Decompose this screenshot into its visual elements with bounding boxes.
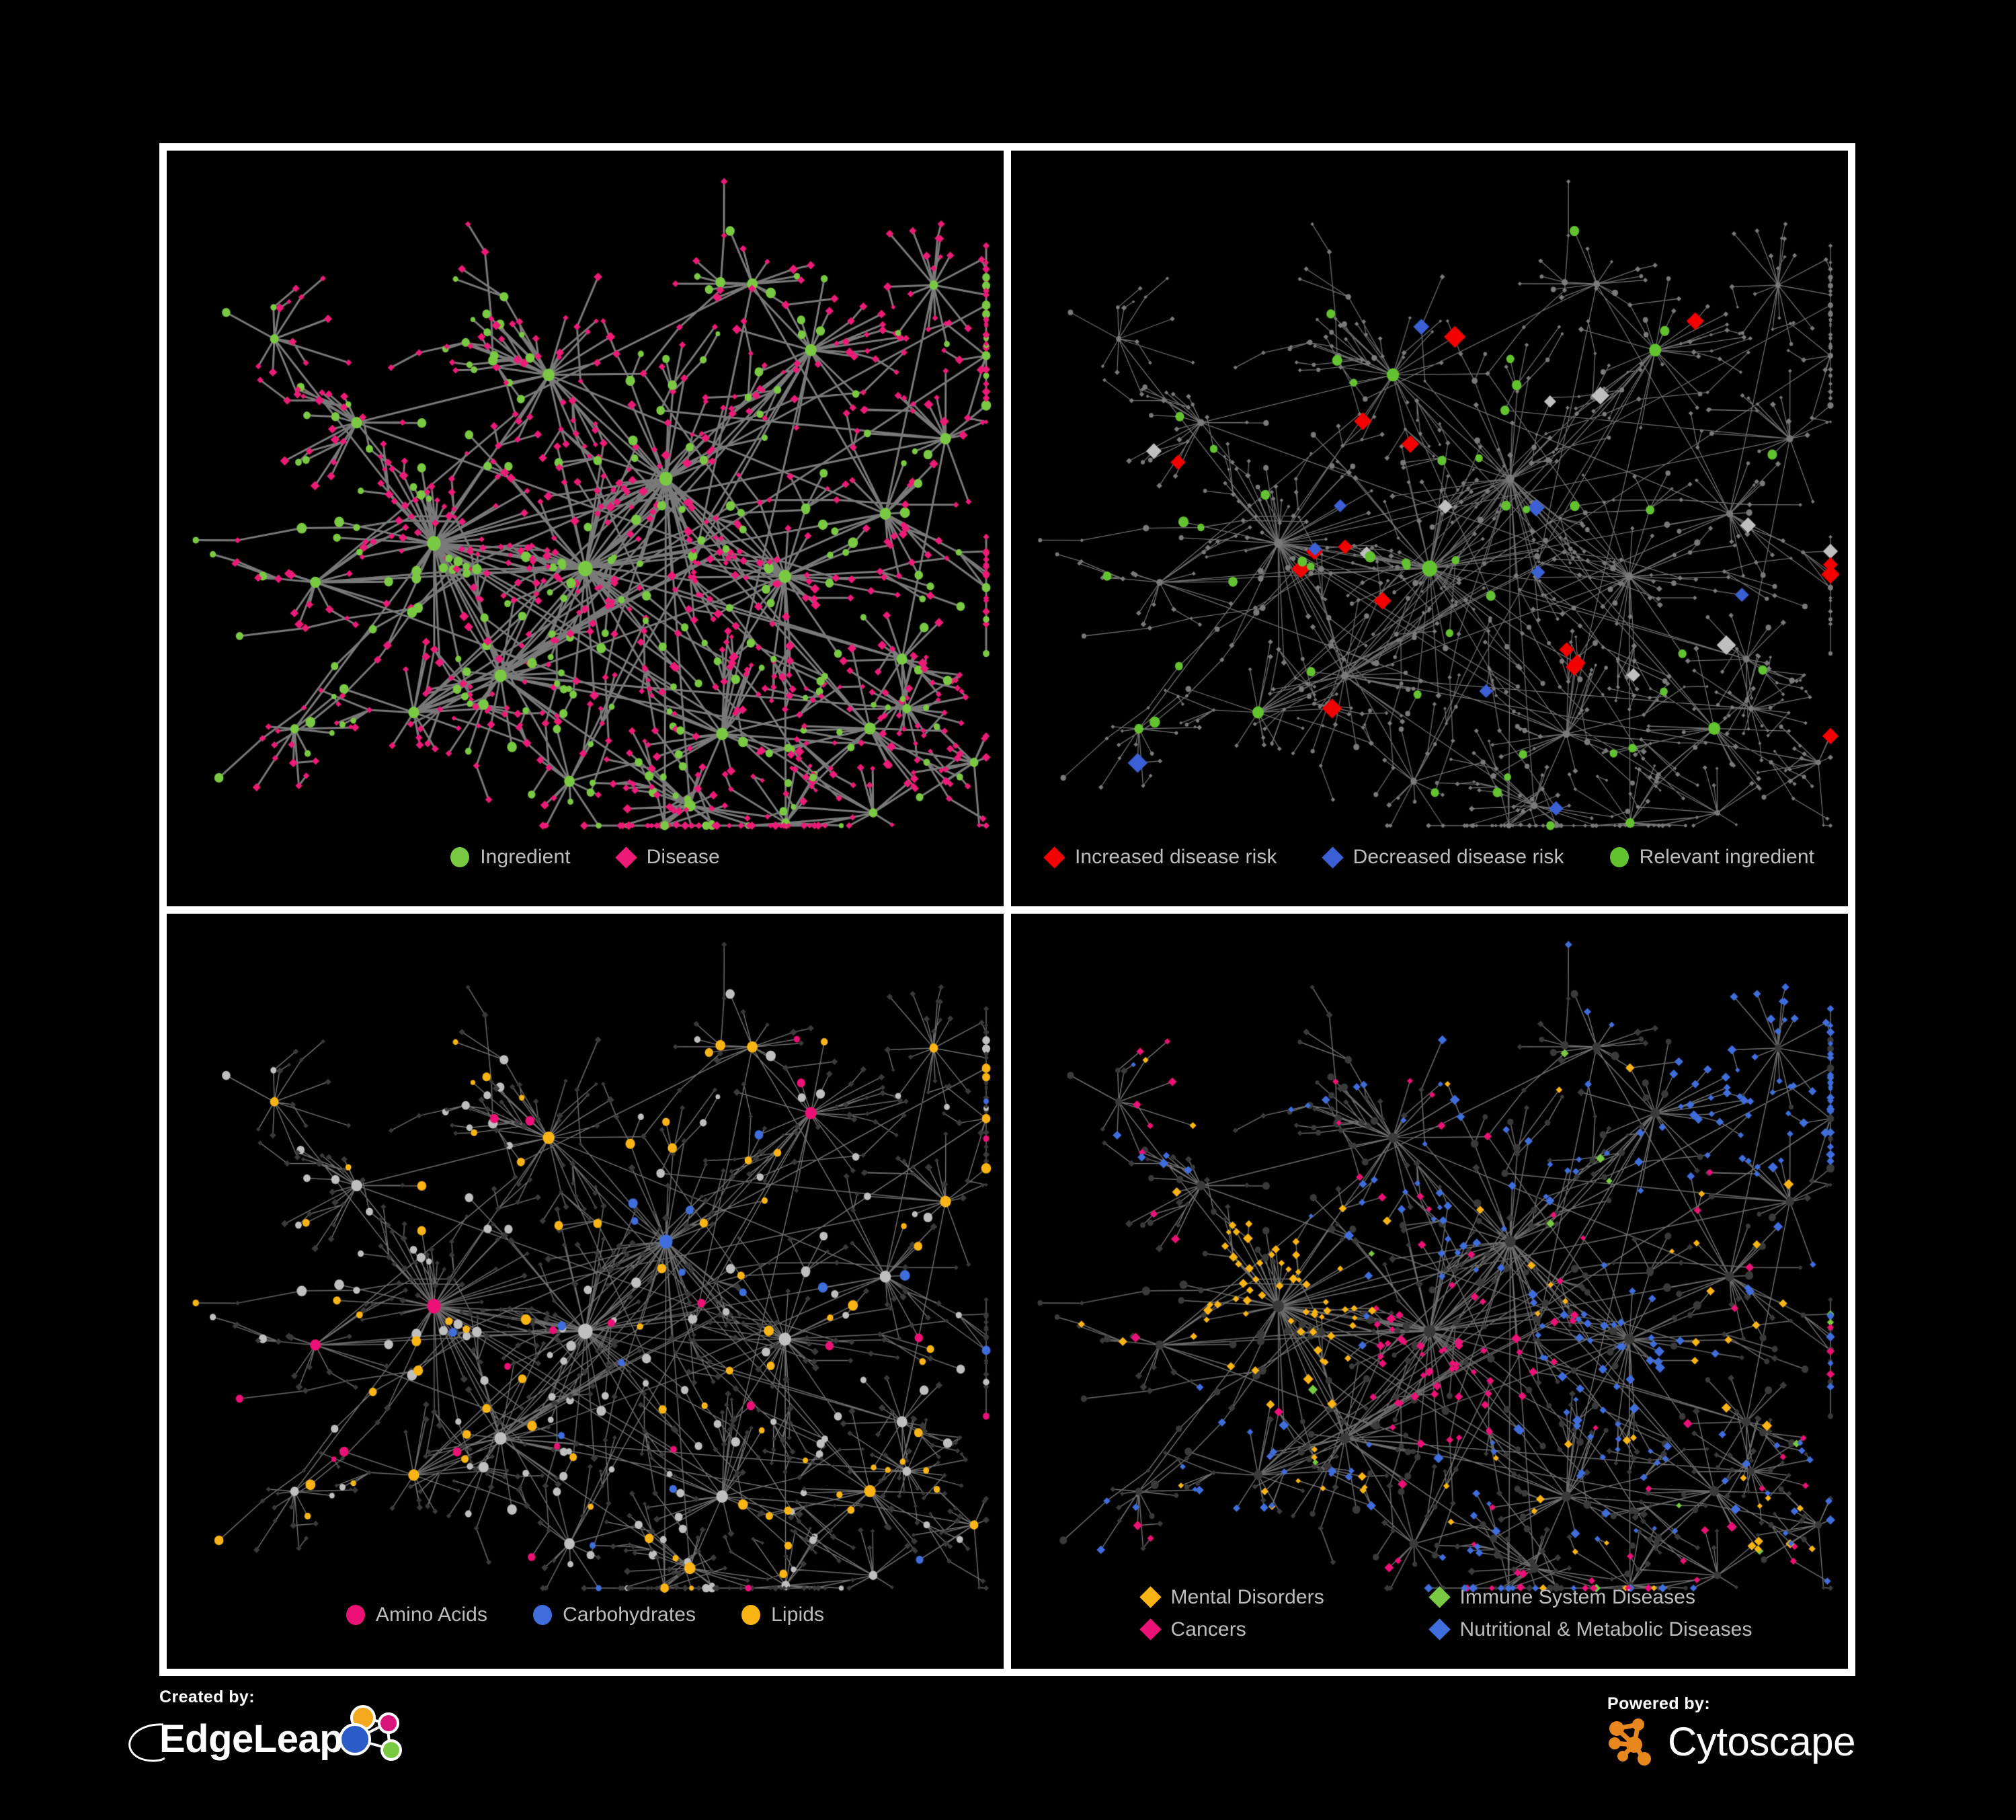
panel-ingredient-classes[interactable]: Amino Acids Carbohydrates Lipids xyxy=(167,913,1004,1669)
circle-marker-icon xyxy=(533,1604,553,1625)
panel-grid: Ingredient Disease Increased disease risk… xyxy=(159,143,1855,1676)
legend-item-lipids[interactable]: Lipids xyxy=(741,1604,824,1626)
legend-label: Carbohydrates xyxy=(563,1603,696,1626)
edgeleap-swoosh-icon xyxy=(128,1723,165,1762)
edgeleap-branding[interactable]: Created by: EdgeLeap xyxy=(128,1688,418,1768)
diamond-marker-icon xyxy=(614,846,637,869)
network-canvas-disease-risk[interactable] xyxy=(1011,151,1848,906)
legend-item-relevant-ingredient[interactable]: Relevant ingredient xyxy=(1609,846,1815,869)
legend-label: Increased disease risk xyxy=(1074,846,1277,868)
legend-label: Amino Acids xyxy=(375,1603,488,1626)
panel-disease-risk[interactable]: Increased disease risk Decreased disease … xyxy=(1011,151,1848,906)
legend-item-ingredient[interactable]: Ingredient xyxy=(450,846,571,869)
legend-disease-risk: Increased disease risk Decreased disease … xyxy=(1011,846,1848,869)
legend-item-decreased-disease-risk[interactable]: Decreased disease risk xyxy=(1321,846,1564,869)
edgeleap-wordmark: EdgeLeap xyxy=(159,1716,344,1761)
legend-label: Ingredient xyxy=(480,846,571,868)
diamond-marker-icon xyxy=(1428,1618,1451,1640)
diamond-marker-icon xyxy=(1139,1618,1162,1640)
legend-row: Cancers Nutritional & Metabolic Diseases xyxy=(1011,1618,1848,1641)
circle-marker-icon xyxy=(450,847,470,867)
legend-label: Immune System Diseases xyxy=(1459,1585,1696,1608)
diamond-marker-icon xyxy=(1139,1586,1162,1608)
diamond-marker-icon xyxy=(1043,846,1065,869)
legend-row: Increased disease risk Decreased disease … xyxy=(1011,846,1848,869)
legend-label: Cancers xyxy=(1170,1618,1246,1640)
cytoscape-wordmark: Cytoscape xyxy=(1668,1718,1855,1764)
panel-ingredient-disease[interactable]: Ingredient Disease xyxy=(167,151,1004,906)
legend-label: Relevant ingredient xyxy=(1639,846,1815,868)
legend-row: Ingredient Disease xyxy=(167,846,1004,869)
circle-marker-icon xyxy=(741,1604,761,1625)
legend-label: Disease xyxy=(646,846,720,868)
legend-label: Lipids xyxy=(771,1603,825,1626)
network-canvas-ingredient-classes[interactable] xyxy=(167,913,1004,1669)
legend-row: Amino Acids Carbohydrates Lipids xyxy=(167,1604,1004,1626)
legend-row: Mental Disorders Immune System Diseases xyxy=(1011,1586,1848,1609)
diamond-marker-icon xyxy=(1428,1586,1451,1608)
legend-ingredient-disease: Ingredient Disease xyxy=(167,846,1004,869)
cytoscape-branding[interactable]: Powered by: xyxy=(1607,1694,1855,1766)
legend-item-amino-acids[interactable]: Amino Acids xyxy=(346,1604,487,1626)
legend-disease-classes: Mental Disorders Immune System Diseases Ca… xyxy=(1011,1586,1848,1641)
legend-label: Nutritional & Metabolic Diseases xyxy=(1459,1618,1752,1640)
legend-item-disease[interactable]: Disease xyxy=(614,846,720,869)
legend-ingredient-classes: Amino Acids Carbohydrates Lipids xyxy=(167,1604,1004,1626)
edgeleap-nodes-icon xyxy=(339,1705,403,1761)
legend-label: Decreased disease risk xyxy=(1353,846,1564,868)
legend-item-mental-disorders[interactable]: Mental Disorders xyxy=(1139,1585,1430,1609)
diamond-marker-icon xyxy=(1321,846,1344,869)
legend-label: Mental Disorders xyxy=(1170,1585,1324,1608)
circle-marker-icon xyxy=(1609,847,1629,867)
legend-item-cancers[interactable]: Cancers xyxy=(1139,1618,1430,1641)
legend-item-increased-disease-risk[interactable]: Increased disease risk xyxy=(1043,846,1277,869)
powered-by-label: Powered by: xyxy=(1607,1694,1711,1713)
legend-item-immune-system-diseases[interactable]: Immune System Diseases xyxy=(1428,1585,1719,1609)
created-by-label: Created by: xyxy=(159,1688,255,1706)
legend-item-nutritional-metabolic-diseases[interactable]: Nutritional & Metabolic Diseases xyxy=(1428,1618,1752,1641)
network-canvas-ingredient-disease[interactable] xyxy=(167,151,1004,906)
cytoscape-logo-icon xyxy=(1609,1718,1652,1766)
legend-item-carbohydrates[interactable]: Carbohydrates xyxy=(533,1604,696,1626)
footer: Created by: EdgeLeap xyxy=(128,1688,1855,1802)
circle-marker-icon xyxy=(346,1604,365,1625)
network-canvas-disease-classes[interactable] xyxy=(1011,913,1848,1669)
panel-disease-classes[interactable]: Mental Disorders Immune System Diseases Ca… xyxy=(1011,913,1848,1669)
